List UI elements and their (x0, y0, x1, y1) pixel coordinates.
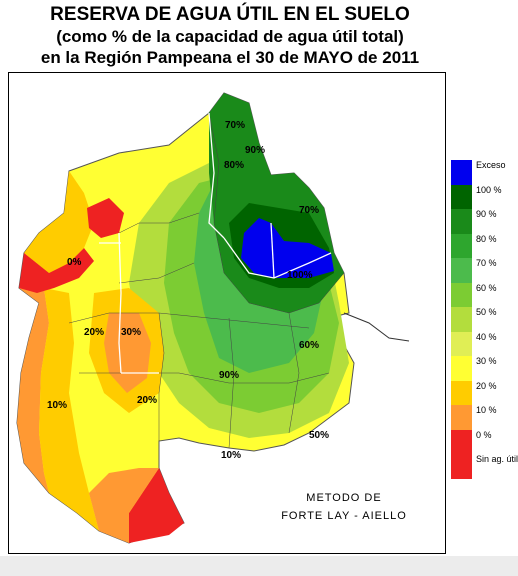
legend-item: 10 % (451, 405, 516, 430)
legend-label: 80 % (476, 233, 497, 244)
color-legend: Exceso 100 % 90 % 80 % 70 % 60 % 50 % 40 % 30 % 2… (451, 160, 518, 479)
zone-0pct-north (87, 198, 124, 238)
legend-item: 50 % (451, 307, 516, 332)
legend-swatch (451, 233, 472, 258)
map-label-l: 60% (299, 340, 319, 351)
zone-10pct-northwest (24, 171, 94, 273)
district-boundaries (68, 112, 345, 449)
title-line-3: en la Región Pampeana el 30 de MAYO de 2… (40, 48, 420, 67)
map-label-n: 50% (309, 430, 329, 441)
legend-label: Exceso (476, 160, 506, 170)
legend-item: 40 % (451, 331, 516, 356)
legend-item: 90 % (451, 209, 516, 234)
legend-swatch (451, 184, 472, 209)
legend-label: 40 % (476, 331, 497, 342)
map-label-i: 100% (287, 270, 313, 281)
zone-10pct-west (17, 288, 49, 493)
province-boundaries (99, 112, 332, 374)
map-label-c: 90% (245, 145, 265, 156)
pampean-region-map: 70% 80% 90% 70% 0% 30% 20% 10% 100% 10% … (16, 92, 410, 544)
legend-label: 90 % (476, 209, 497, 219)
map-label-e: 0% (67, 257, 82, 268)
legend-label: 20 % (476, 380, 497, 391)
bottom-strip (0, 556, 518, 576)
legend-swatch (451, 454, 472, 479)
map-label-d: 70% (299, 205, 319, 216)
legend-swatch (451, 356, 472, 381)
legend-swatch (451, 160, 472, 185)
legend-item: Exceso (451, 160, 516, 185)
map-label-m: 90% (219, 370, 239, 381)
title-line-2: (como % de la capacidad de agua útil tot… (56, 27, 404, 46)
legend-item: 70 % (451, 258, 516, 283)
legend-swatch (451, 258, 472, 283)
legend-item: 100 % (451, 184, 516, 209)
title-line-1: RESERVA DE AGUA ÚTIL EN EL SUELO (50, 4, 410, 25)
method-line-1: METODO DE (306, 492, 382, 504)
map-label-f: 30% (121, 327, 141, 338)
legend-label: 30 % (476, 356, 497, 366)
zone-0pct-west (19, 248, 94, 293)
legend-label: 60 % (476, 282, 497, 293)
method-note: METODO DE FORTE LAY - AIELLO (264, 489, 424, 525)
legend-label: 0 % (476, 429, 492, 440)
legend-swatch (451, 209, 472, 234)
zone-0pct-south (129, 468, 184, 543)
legend-item: 80 % (451, 233, 516, 258)
legend-item: 20 % (451, 380, 516, 405)
legend-label: 70 % (476, 258, 497, 268)
map-label-k: 20% (137, 395, 157, 406)
legend-swatch (451, 405, 472, 430)
legend-swatch (451, 282, 472, 307)
map-title: RESERVA DE AGUA ÚTIL EN EL SUELO (como %… (0, 4, 460, 68)
legend-item: 30 % (451, 356, 516, 381)
zone-10pct-south (89, 468, 159, 543)
legend-swatch (451, 429, 472, 454)
legend-label: 50 % (476, 307, 497, 317)
map-label-h: 10% (47, 400, 67, 411)
method-line-2: FORTE LAY - AIELLO (281, 510, 407, 522)
legend-label: Sin ag. útil (476, 454, 518, 464)
map-label-a: 70% (225, 120, 245, 131)
legend-swatch (451, 331, 472, 356)
zone-excess (241, 218, 334, 278)
legend-swatch (451, 380, 472, 405)
map-panel: 70% 80% 90% 70% 0% 30% 20% 10% 100% 10% … (8, 72, 446, 554)
map-label-j: 10% (221, 450, 241, 461)
legend-item: Sin ag. útil (451, 454, 518, 479)
legend-item: 60 % (451, 282, 516, 307)
legend-swatch (451, 307, 472, 332)
legend-item: 0 % (451, 429, 516, 454)
map-label-b: 80% (224, 160, 244, 171)
legend-label: 100 % (476, 184, 502, 195)
map-label-g: 20% (84, 327, 104, 338)
river-line (343, 312, 410, 342)
zone-20pct-southwest (39, 288, 99, 531)
legend-label: 10 % (476, 405, 497, 415)
